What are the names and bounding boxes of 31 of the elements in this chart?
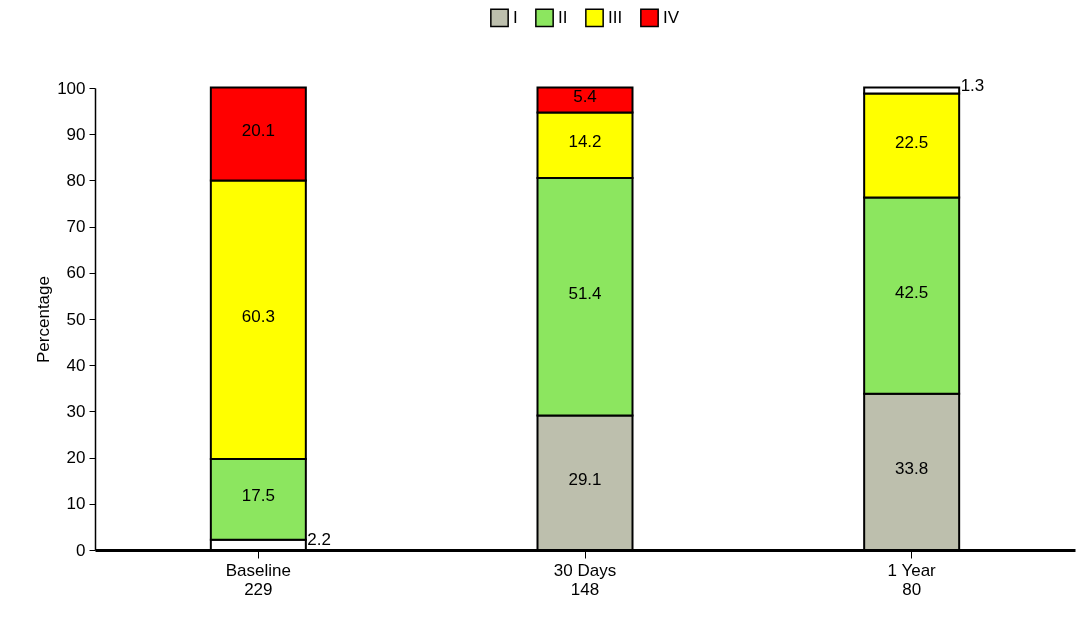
y-tick-label: 60 [66, 263, 86, 283]
data-label: 42.5 [895, 282, 929, 302]
data-label: 60.3 [241, 306, 275, 326]
data-label: 2.2 [307, 529, 331, 549]
y-tick-label: 40 [66, 355, 86, 375]
y-tick-label: 50 [66, 309, 86, 329]
data-label: 22.5 [895, 132, 929, 152]
y-tick-label: 20 [66, 448, 86, 468]
data-label: 5.4 [573, 87, 597, 107]
legend-label: II [558, 7, 568, 27]
legend-label: III [608, 7, 623, 27]
y-tick-label: 90 [66, 124, 86, 144]
y-tick-label: 30 [66, 401, 86, 421]
legend-label: IV [663, 7, 680, 27]
y-tick-label: 80 [66, 170, 86, 190]
legend-label: I [513, 7, 518, 27]
x-tick-label: Baseline 229 [225, 560, 291, 599]
data-label: 1.3 [960, 75, 985, 95]
data-label: 17.5 [241, 486, 275, 506]
y-tick-label: 70 [66, 217, 86, 237]
data-label: 14.2 [568, 132, 602, 152]
data-label: 29.1 [568, 469, 602, 489]
x-tick-label: 1 Year 80 [887, 560, 937, 599]
data-label: 20.1 [241, 120, 275, 140]
y-tick-label: 0 [76, 540, 86, 560]
data-label: 33.8 [895, 458, 929, 478]
y-tick-label: 100 [57, 78, 86, 98]
y-tick-label: 10 [66, 494, 86, 514]
y-axis-title: Percentage [34, 276, 54, 363]
data-label: 51.4 [568, 283, 602, 303]
x-tick-label: 30 Days 148 [553, 560, 617, 599]
